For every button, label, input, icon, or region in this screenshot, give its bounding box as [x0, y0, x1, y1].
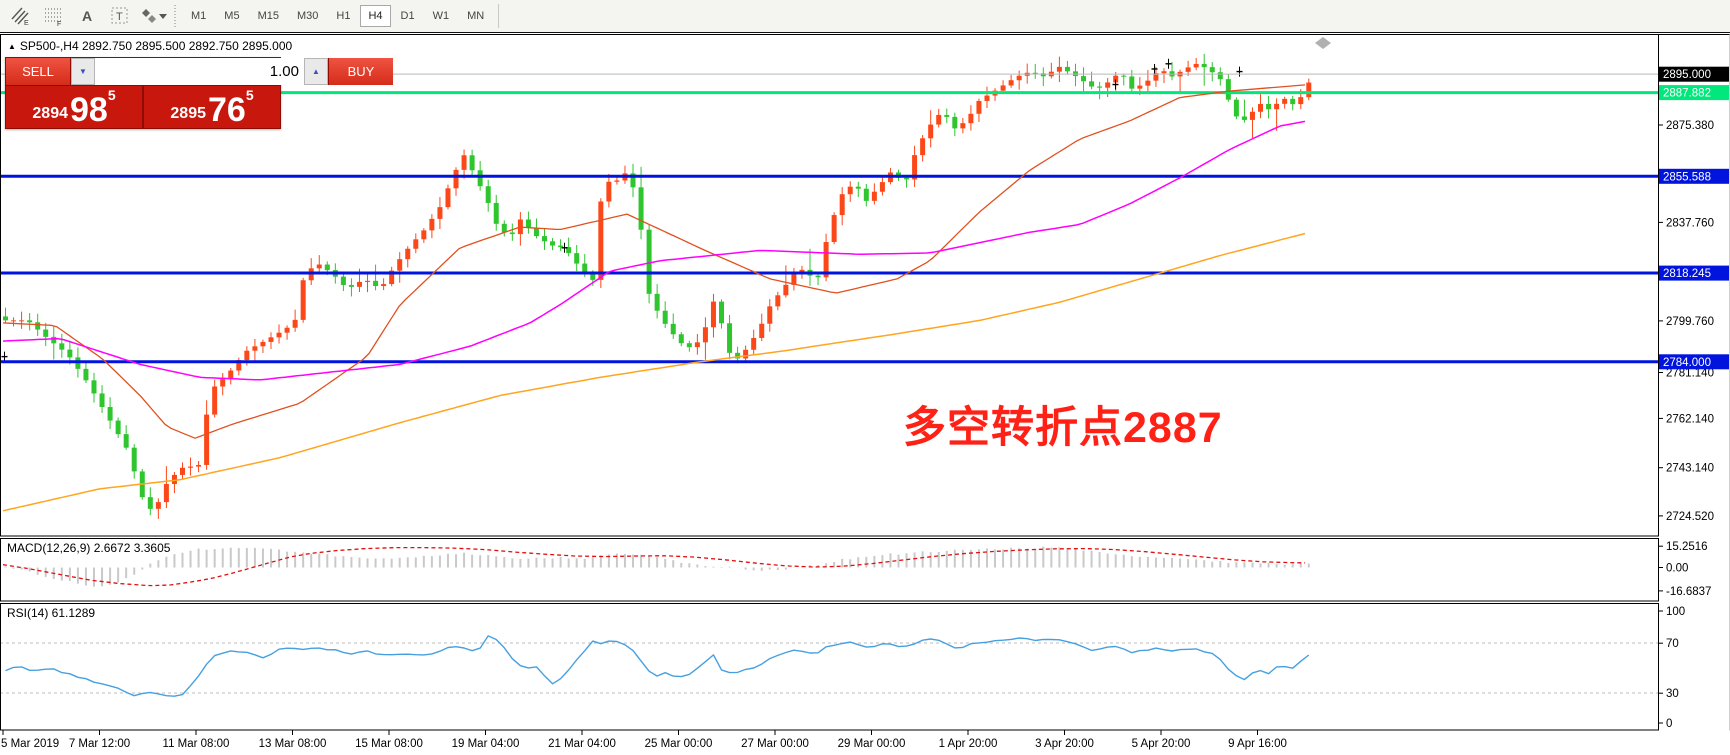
svg-text:11 Mar 08:00: 11 Mar 08:00 [163, 738, 230, 750]
svg-text:E: E [24, 20, 29, 26]
svg-text:2781.140: 2781.140 [1666, 368, 1714, 380]
volume-increase-button[interactable]: ▲ [304, 58, 328, 85]
bid-main: 98 [69, 91, 108, 130]
svg-text:15.2516: 15.2516 [1666, 541, 1708, 553]
toolbar-grip[interactable] [172, 5, 179, 27]
svg-text:2762.140: 2762.140 [1666, 413, 1714, 425]
symbol-arrow-icon: ▲ [8, 42, 16, 51]
symbol-ohlc-text: SP500-,H4 2892.750 2895.500 2892.750 289… [19, 39, 293, 53]
timeframe-button-w1[interactable]: W1 [432, 10, 450, 22]
svg-text:-16.6837: -16.6837 [1666, 586, 1711, 598]
ask-main: 76 [207, 91, 246, 130]
bid-prefix: 2894 [32, 105, 68, 122]
moving-averages [2, 84, 1306, 512]
svg-text:25 Mar 00:00: 25 Mar 00:00 [645, 738, 713, 750]
svg-text:2799.760: 2799.760 [1666, 316, 1714, 328]
svg-text:30: 30 [1666, 688, 1679, 700]
svg-text:1 Apr 20:00: 1 Apr 20:00 [939, 738, 998, 750]
ask-prefix: 2895 [170, 105, 206, 122]
timeframe-button-m30[interactable]: M30 [296, 10, 319, 22]
symbol-ohlc-line: ▲ SP500-,H4 2892.750 2895.500 2892.750 28… [8, 39, 292, 53]
one-click-trading-panel: SELL ▼ ▲ BUY 2894 98 5 2895 76 5 [5, 57, 393, 129]
svg-text:T: T [116, 11, 123, 23]
svg-text:2818.245: 2818.245 [1663, 268, 1711, 280]
volume-decrease-button[interactable]: ▼ [71, 58, 95, 85]
svg-text:19 Mar 04:00: 19 Mar 04:00 [452, 738, 520, 750]
svg-text:3 Apr 20:00: 3 Apr 20:00 [1035, 738, 1094, 750]
sell-button[interactable]: SELL [6, 58, 71, 85]
svg-text:2743.140: 2743.140 [1666, 463, 1714, 475]
ma-slow-line [2, 232, 1306, 512]
pane-borders [0, 34, 1730, 731]
svg-text:2837.760: 2837.760 [1666, 217, 1714, 229]
timeframe-button-d1[interactable]: D1 [400, 10, 415, 22]
bid-pip: 5 [107, 87, 116, 103]
candlestick-series [1, 53, 1312, 519]
svg-text:2784.000: 2784.000 [1663, 357, 1711, 369]
svg-text:70: 70 [1666, 638, 1679, 650]
svg-text:13 Mar 08:00: 13 Mar 08:00 [259, 738, 327, 750]
toolbar-separator [498, 4, 500, 28]
svg-text:2724.520: 2724.520 [1666, 511, 1714, 523]
timeframe-button-m5[interactable]: M5 [224, 10, 240, 22]
fibonacci-retracement-icon[interactable]: F [37, 3, 70, 29]
svg-text:F: F [57, 21, 61, 26]
svg-text:2887.882: 2887.882 [1663, 88, 1711, 100]
bid-quote[interactable]: 2894 98 5 [6, 86, 144, 128]
text-label-icon[interactable]: A [70, 3, 103, 29]
ma-medium-line [2, 120, 1306, 381]
svg-text:5 Apr 20:00: 5 Apr 20:00 [1132, 738, 1191, 750]
svg-text:2895.000: 2895.000 [1663, 69, 1711, 81]
axis-labels: 2875.380 2837.760 2799.760 2781.140 2762.140… [1, 66, 1729, 750]
timeframe-button-h4[interactable]: H4 [360, 5, 391, 27]
buy-button[interactable]: BUY [328, 58, 393, 85]
svg-text:0: 0 [1666, 718, 1672, 730]
svg-text:29 Mar 00:00: 29 Mar 00:00 [838, 738, 906, 750]
volume-input[interactable] [95, 58, 304, 85]
svg-text:5 Mar 2019: 5 Mar 2019 [1, 738, 59, 750]
equidistant-channel-icon[interactable]: E [4, 3, 37, 29]
svg-text:7 Mar 12:00: 7 Mar 12:00 [69, 738, 130, 750]
ask-quote[interactable]: 2895 76 5 [144, 86, 280, 128]
ma-fast-line [2, 84, 1306, 439]
svg-text:21 Mar 04:00: 21 Mar 04:00 [548, 738, 616, 750]
svg-text:27 Mar 00:00: 27 Mar 00:00 [741, 738, 809, 750]
timeframe-button-m1[interactable]: M1 [191, 10, 207, 22]
timeframes-toolbar: M1 M5 M15 M30 H1 H4 D1 W1 MN [182, 5, 493, 27]
macd-indicator-label: MACD(12,26,9) 2.6672 3.3605 [7, 541, 171, 555]
timeframe-button-h1[interactable]: H1 [336, 10, 351, 22]
chart-shift-marker [1315, 37, 1331, 49]
svg-text:2875.380: 2875.380 [1666, 120, 1714, 132]
toolbar: E F A T M1 M5 M15 M30 H1 H4 D1 W1 MN [0, 0, 1730, 33]
svg-text:100: 100 [1666, 606, 1685, 618]
chart-annotation-text: 多空转折点2887 [903, 404, 1223, 452]
svg-text:0.00: 0.00 [1666, 563, 1688, 575]
timeframe-button-m15[interactable]: M15 [257, 10, 279, 22]
text-box-icon[interactable]: T [103, 3, 136, 29]
rsi-indicator-label: RSI(14) 61.1289 [7, 606, 96, 620]
svg-text:9 Apr 16:00: 9 Apr 16:00 [1228, 738, 1287, 750]
indicator-panes [0, 546, 1658, 697]
timeframe-button-mn[interactable]: MN [467, 10, 485, 22]
svg-text:15 Mar 08:00: 15 Mar 08:00 [355, 738, 423, 750]
arrows-icon[interactable] [136, 3, 169, 29]
ask-pip: 5 [245, 87, 254, 103]
svg-text:A: A [82, 8, 92, 24]
svg-text:2855.588: 2855.588 [1663, 171, 1711, 183]
